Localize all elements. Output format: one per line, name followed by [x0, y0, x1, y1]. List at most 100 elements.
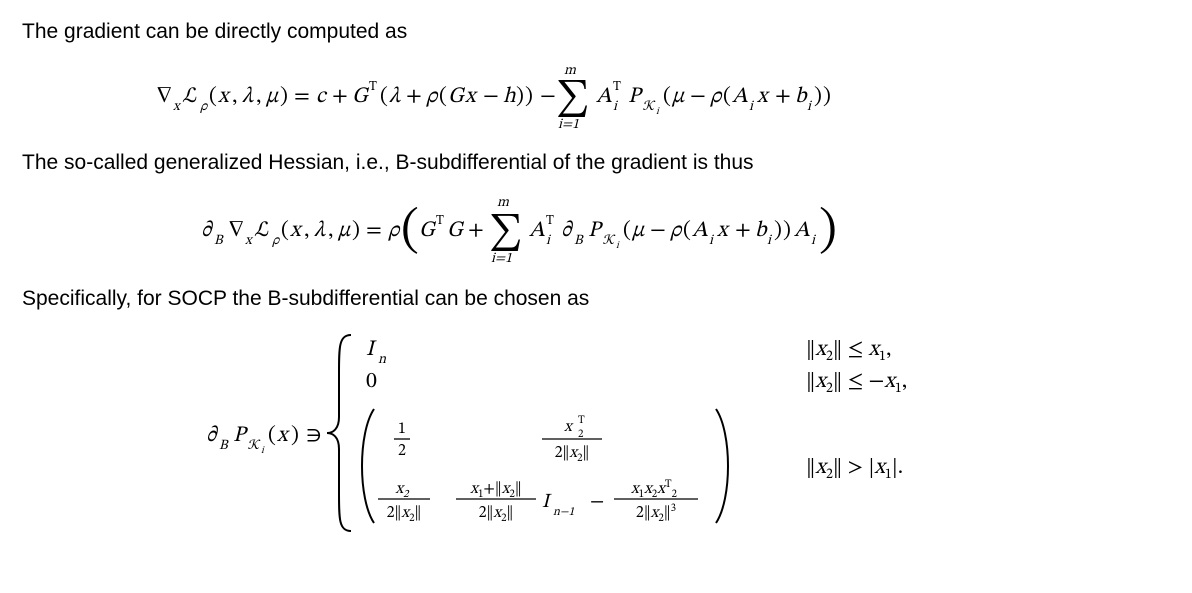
- svg-text:(: (: [623, 219, 631, 242]
- svg-text:i: i: [613, 100, 619, 114]
- svg-text:ρ: ρ: [272, 234, 280, 248]
- svg-text:G: G: [448, 86, 466, 108]
- svg-text:): ): [352, 219, 360, 242]
- svg-text:i=1: i=1: [491, 252, 512, 266]
- case-1-condition: ‖x2‖ ≤ x1,: [806, 339, 891, 364]
- svg-text:−: −: [650, 220, 666, 242]
- svg-text:i: i: [767, 234, 773, 248]
- svg-text:x: x: [244, 234, 254, 248]
- svg-text:A: A: [596, 86, 612, 108]
- svg-text:P: P: [588, 220, 603, 242]
- equation-socp-cases-svg: ∂ B P 𝒦 i ( x ) ∋ I n: [206, 323, 986, 543]
- svg-text:ρ: ρ: [200, 100, 208, 114]
- svg-text:i: i: [656, 107, 660, 117]
- svg-text:∇: ∇: [156, 86, 172, 108]
- equation-gradient-svg: ∇ x ℒ ρ ( x , λ , μ ) = c + G T ( λ + ρ: [156, 56, 1036, 134]
- svg-text:ρ: ρ: [710, 86, 723, 108]
- equation-hessian-svg: ∂ B ∇ x ℒ ρ ( x , λ , μ ) = ρ ( G T G +: [201, 188, 991, 270]
- svg-text:+: +: [332, 86, 348, 108]
- svg-text:x1+‖x2‖: x1+‖x2‖: [469, 481, 521, 500]
- svg-text:T: T: [369, 81, 377, 94]
- svg-text:i: i: [616, 241, 620, 251]
- case-1-value: I n: [366, 339, 387, 367]
- svg-text:−: −: [540, 86, 556, 108]
- svg-text:i=1: i=1: [558, 118, 579, 132]
- svg-text:i: i: [709, 234, 715, 248]
- svg-text:∑: ∑: [489, 213, 523, 251]
- svg-text:x: x: [756, 86, 770, 108]
- svg-text:B: B: [574, 234, 584, 248]
- svg-text:,: ,: [256, 86, 261, 108]
- case-2-value: 0: [366, 371, 377, 393]
- svg-text:m: m: [564, 64, 577, 78]
- svg-text:λ: λ: [314, 220, 326, 242]
- svg-text:ℒ: ℒ: [182, 86, 198, 108]
- svg-text:𝒦: 𝒦: [643, 100, 656, 114]
- svg-text:2: 2: [398, 443, 406, 459]
- paragraph-hessian-intro: The so-called generalized Hessian, i.e.,…: [22, 149, 1170, 177]
- svg-text:0: 0: [366, 371, 377, 393]
- svg-text:n−1: n−1: [553, 506, 575, 518]
- matrix-a11: 1 2: [394, 421, 410, 459]
- svg-text:m: m: [497, 196, 510, 210]
- svg-text:): ): [819, 206, 837, 256]
- svg-text:x: x: [289, 220, 303, 242]
- svg-text:μ: μ: [337, 220, 351, 242]
- svg-text:x: x: [464, 86, 478, 108]
- svg-text:+: +: [468, 220, 484, 242]
- equation-gradient: ∇ x ℒ ρ ( x , λ , μ ) = c + G T ( λ + ρ: [22, 56, 1170, 139]
- svg-text:I: I: [366, 339, 377, 361]
- svg-text:(: (: [268, 424, 276, 447]
- case-3-matrix: 1 2 x T 2 2‖x2‖ x 2: [362, 409, 728, 524]
- svg-text:A: A: [732, 86, 748, 108]
- svg-text:h: h: [503, 86, 516, 108]
- svg-text:𝒦: 𝒦: [603, 234, 616, 248]
- svg-text:n: n: [378, 353, 387, 367]
- svg-text:+: +: [735, 220, 751, 242]
- svg-text:2‖x2‖: 2‖x2‖: [387, 505, 422, 524]
- svg-text:): ): [783, 219, 791, 242]
- svg-text:ρ: ρ: [388, 220, 401, 242]
- svg-text:): ): [280, 85, 288, 108]
- svg-text:i: i: [811, 234, 817, 248]
- svg-text:μ: μ: [265, 86, 279, 108]
- svg-text:λ: λ: [389, 86, 401, 108]
- svg-text:): ): [814, 85, 822, 108]
- svg-text:T: T: [436, 215, 444, 228]
- svg-text:(: (: [281, 219, 289, 242]
- svg-text:,: ,: [328, 220, 333, 242]
- svg-text:+: +: [406, 86, 422, 108]
- svg-text:x: x: [563, 419, 574, 435]
- svg-text:𝒦: 𝒦: [248, 439, 261, 453]
- svg-text:1: 1: [398, 421, 406, 437]
- paragraph-socp-intro: Specifically, for SOCP the B-subdifferen…: [22, 285, 1170, 313]
- svg-text:G: G: [352, 86, 370, 108]
- cases-left-brace: [327, 335, 351, 531]
- svg-text:x1x2xT2: x1x2xT2: [630, 479, 678, 500]
- svg-text:2‖x2‖: 2‖x2‖: [555, 445, 590, 464]
- svg-text:B: B: [214, 234, 224, 248]
- svg-text:‖x2‖ ≤ x1,: ‖x2‖ ≤ x1,: [806, 339, 891, 364]
- svg-text:i: i: [546, 234, 552, 248]
- svg-text:‖x2‖ > |x1|.: ‖x2‖ > |x1|.: [806, 457, 903, 482]
- svg-text:∇: ∇: [228, 220, 244, 242]
- svg-text:∑: ∑: [556, 79, 590, 117]
- svg-text:2‖x2‖3: 2‖x2‖3: [636, 503, 676, 524]
- svg-text:c: c: [316, 86, 328, 108]
- equation-socp-cases: ∂ B P 𝒦 i ( x ) ∋ I n: [22, 323, 1170, 548]
- matrix-a12: x T 2 2‖x2‖: [542, 415, 602, 464]
- svg-text:A: A: [529, 220, 545, 242]
- svg-text:(: (: [380, 85, 388, 108]
- svg-text:): ): [823, 85, 831, 108]
- svg-text:(: (: [683, 219, 691, 242]
- svg-text:+: +: [775, 86, 791, 108]
- svg-text:(: (: [723, 85, 731, 108]
- svg-text:i: i: [261, 446, 265, 456]
- svg-text:I: I: [542, 492, 552, 512]
- svg-text:,: ,: [232, 86, 237, 108]
- svg-text:i: i: [807, 100, 813, 114]
- socp-lhs: ∂ B P 𝒦 i ( x ) ∋: [206, 424, 322, 456]
- svg-text:T: T: [546, 215, 554, 228]
- svg-text:x: x: [217, 86, 231, 108]
- svg-text:μ: μ: [631, 220, 645, 242]
